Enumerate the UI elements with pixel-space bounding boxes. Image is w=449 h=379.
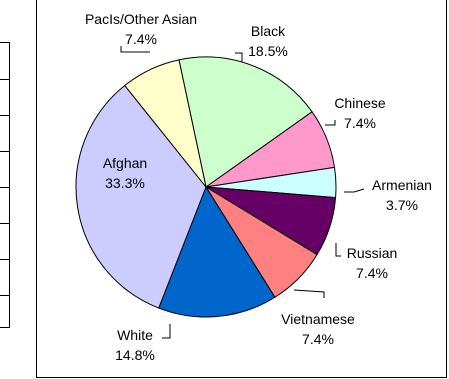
slice-label: Armenian [372,177,432,193]
leader-line [120,46,150,53]
slice-percent-label: 7.4% [356,265,388,281]
slice-percent-label: 3.7% [386,197,418,213]
slice-percent-label: 7.4% [344,115,376,131]
leader-line [162,324,171,339]
slice-label: White [117,327,153,343]
table-rule [0,115,10,116]
slice-label: PacIs/Other Asian [85,11,197,27]
pie-slice-pacis-other-asian [124,59,207,188]
leader-line [344,188,365,193]
table-rule [0,79,10,80]
leader-line [235,52,243,62]
pie-slice-white [158,185,276,318]
slice-percent-label: 33.3% [105,175,145,191]
leader-line [335,243,341,257]
slice-label: Afghan [103,155,147,171]
slice-percent-label: 7.4% [302,331,334,347]
table-fragment [0,42,10,328]
leader-line [293,289,325,298]
slice-percent-label: 18.5% [248,43,288,59]
slice-percent-label: 7.4% [125,31,157,47]
table-rule [0,295,10,296]
slice-percent-label: 14.8% [115,347,155,363]
slice-label: Chinese [334,95,386,111]
pie-slice-black [178,56,313,188]
slice-label: Russian [347,245,398,261]
leader-line [325,120,336,126]
pie-slice-afghan [75,84,207,309]
table-rule [0,151,10,152]
table-rule [0,223,10,224]
chart-frame [36,0,447,378]
table-rule [0,187,10,188]
slice-label: Vietnamese [281,311,355,327]
slice-label: Black [251,23,286,39]
table-rule [0,259,10,260]
